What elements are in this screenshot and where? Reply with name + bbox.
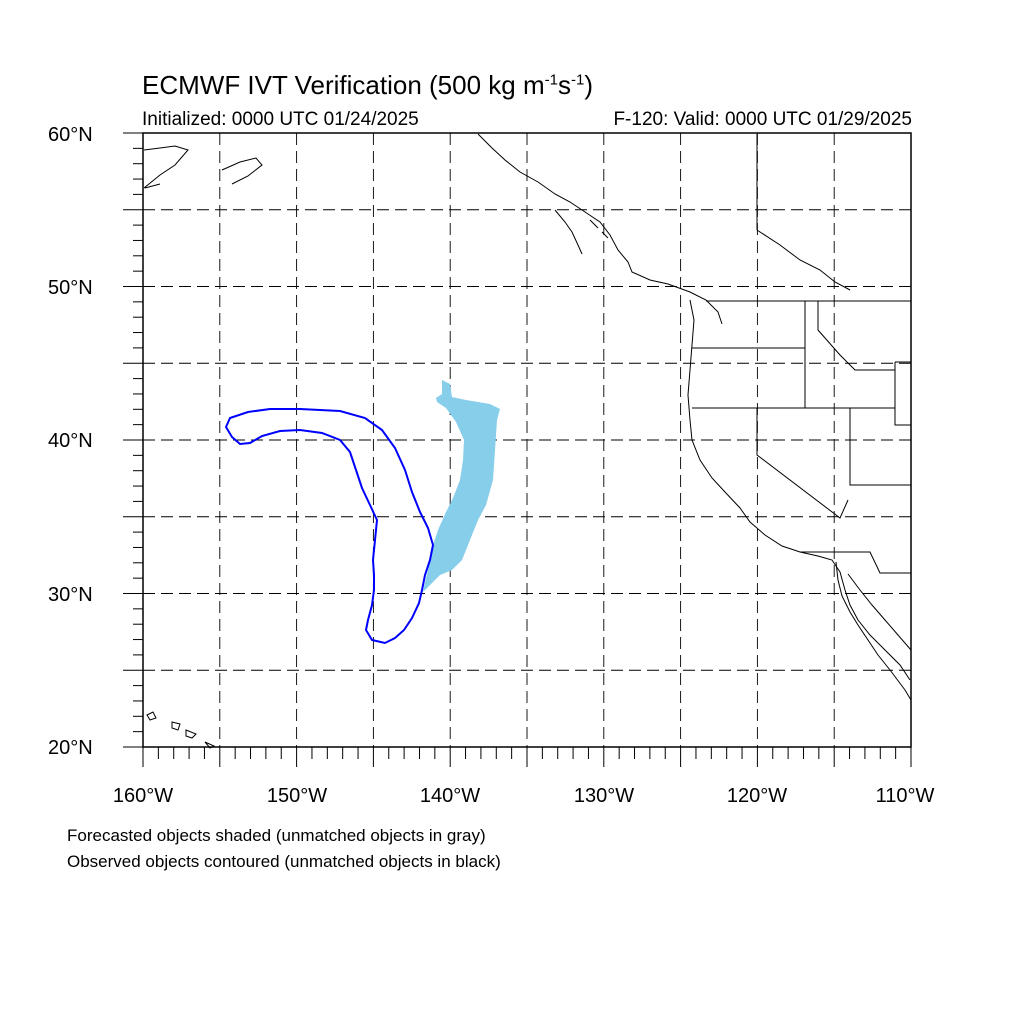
lat-label-40n: 40°N [48, 430, 93, 452]
valid-time-label: F-120: Valid: 0000 UTC 01/29/2025 [613, 109, 912, 130]
state-borders [692, 301, 912, 574]
hawaii-islands [146, 711, 216, 749]
lon-label-160w: 160°W [112, 785, 174, 807]
alaska-coastline [477, 133, 723, 325]
lon-label-120w: 120°W [726, 785, 788, 807]
observed-object [224, 408, 435, 645]
lon-label-110w: 110°W [875, 785, 935, 807]
forecast-object [423, 380, 500, 592]
lon-label-140w: 140°W [419, 785, 481, 807]
baja-coastline [835, 561, 912, 701]
gulf-california-coast [847, 573, 912, 651]
lat-label-60n: 60°N [48, 124, 93, 146]
lat-label-50n: 50°N [48, 277, 93, 299]
legend-note-observed: Observed objects contoured (unmatched ob… [67, 852, 501, 871]
alaska-peninsula-coast [143, 145, 263, 189]
lon-label-150w: 150°W [266, 785, 328, 807]
us-west-coastline [687, 299, 911, 681]
lat-label-20n: 20°N [48, 737, 93, 759]
initialized-label: Initialized: 0000 UTC 01/24/2025 [142, 109, 419, 130]
alaska-islands [554, 209, 609, 255]
legend-note-forecast: Forecasted objects shaded (unmatched obj… [67, 826, 486, 845]
lat-label-30n: 30°N [48, 584, 93, 606]
page-title: ECMWF IVT Verification (500 kg m-1s-1) [142, 70, 593, 100]
lon-label-130w: 130°W [573, 785, 635, 807]
canada-boundary [756, 134, 851, 291]
